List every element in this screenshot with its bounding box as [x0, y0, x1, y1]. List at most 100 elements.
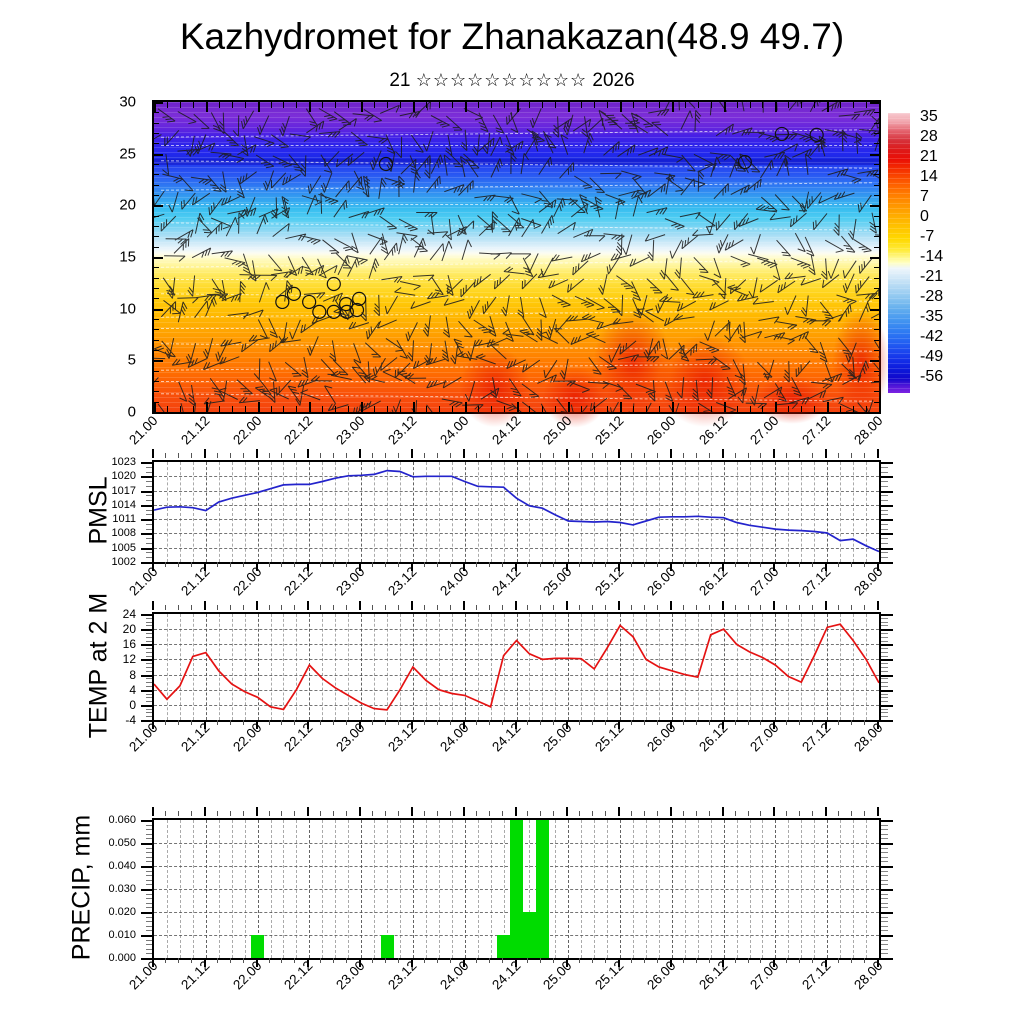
x-tick [268, 605, 270, 610]
x-tick [773, 807, 776, 816]
x-tick [514, 720, 517, 729]
y-tick [146, 651, 152, 653]
x-tick [436, 811, 438, 816]
x-tick [177, 720, 179, 725]
x-tick-inside [425, 102, 427, 108]
x-tick [242, 453, 244, 458]
y-tick [146, 898, 152, 900]
x-tick [864, 562, 866, 567]
y-tick-inside [154, 102, 163, 104]
colorbar-tick-label: -21 [920, 268, 944, 285]
y-tick [141, 462, 152, 464]
y-tick-label: -4 [125, 713, 136, 727]
y-tick [141, 644, 152, 647]
x-tick [682, 453, 684, 458]
white-contour-dash [161, 381, 872, 382]
x-tick [501, 562, 503, 567]
x-tick-inside [412, 102, 415, 112]
x-tick [410, 958, 413, 967]
x-tick [682, 958, 684, 963]
x-tick [825, 807, 828, 816]
x-tick [359, 807, 362, 816]
y-tick [881, 685, 888, 687]
y-tick [146, 617, 152, 619]
grid-line-vertical [814, 462, 816, 562]
colorbar-tick-label: 28 [920, 128, 938, 145]
x-tick [695, 811, 697, 816]
x-tick-inside [568, 402, 571, 412]
x-tick [449, 958, 451, 963]
x-tick [307, 958, 310, 967]
x-tick [320, 562, 322, 567]
y-tick-inside [154, 246, 159, 248]
y-tick-inside [874, 226, 879, 227]
x-tick [643, 562, 645, 567]
y-tick [881, 509, 888, 511]
x-tick-inside [633, 102, 635, 108]
x-tick [242, 811, 244, 816]
y-tick [146, 542, 152, 544]
y-tick [146, 495, 152, 497]
x-tick [333, 720, 335, 725]
calm-wind-circle [326, 276, 341, 292]
grid-line-vertical [309, 614, 311, 720]
x-tick [747, 811, 749, 816]
x-tick [488, 811, 490, 816]
x-tick [592, 720, 594, 725]
x-tick [372, 605, 374, 610]
x-tick [631, 562, 633, 567]
y-tick-label: 24 [122, 607, 136, 621]
grid-line-vertical [723, 462, 725, 562]
y-tick [881, 833, 888, 835]
y-tick [881, 514, 888, 516]
x-tick [799, 453, 801, 458]
x-tick [475, 811, 477, 816]
x-tick-inside [879, 102, 881, 112]
x-tick [695, 605, 697, 610]
x-tick-inside [645, 102, 647, 108]
grid-line-vertical [645, 462, 647, 562]
xsec-y-tick-label: 0 [127, 403, 136, 421]
grid-line-vertical [801, 614, 803, 720]
y-tick-inside [874, 215, 879, 217]
y-tick [881, 614, 893, 616]
x-tick [216, 562, 218, 567]
x-tick-inside [490, 406, 492, 412]
page-title: Kazhydromet for Zhanakazan(48.9 49.7) [179, 16, 845, 57]
y-tick [881, 716, 888, 718]
y-tick [881, 500, 888, 502]
x-tick [501, 605, 503, 610]
grid-line-horizontal [154, 674, 879, 676]
x-tick [838, 958, 840, 963]
y-tick [146, 833, 152, 835]
x-tick [540, 453, 542, 458]
grid-line-vertical [853, 462, 855, 562]
pmsl-panel [152, 460, 881, 564]
y-tick-inside [874, 319, 879, 320]
grid-line-vertical [218, 462, 220, 562]
grid-line-vertical [568, 462, 570, 562]
x-tick [708, 562, 710, 567]
y-tick-inside [154, 112, 159, 114]
grid-line-vertical [205, 614, 207, 720]
x-tick [708, 811, 710, 816]
grid-line-vertical [270, 462, 272, 562]
x-tick-inside [205, 102, 208, 112]
y-tick-inside [870, 412, 879, 414]
grid-line-horizontal [154, 704, 879, 706]
x-tick-inside [801, 102, 803, 108]
grid-line-vertical [179, 614, 181, 720]
y-tick [146, 939, 152, 941]
y-tick-inside [154, 133, 159, 134]
grid-line-vertical [749, 462, 751, 562]
x-tick [346, 958, 348, 963]
y-tick [146, 829, 152, 831]
x-tick [877, 562, 879, 571]
grid-line-vertical [840, 462, 842, 562]
x-tick [216, 453, 218, 458]
x-tick [760, 720, 762, 725]
x-tick [708, 958, 710, 963]
x-tick [152, 720, 154, 729]
x-tick [786, 811, 788, 816]
x-tick [333, 958, 335, 963]
